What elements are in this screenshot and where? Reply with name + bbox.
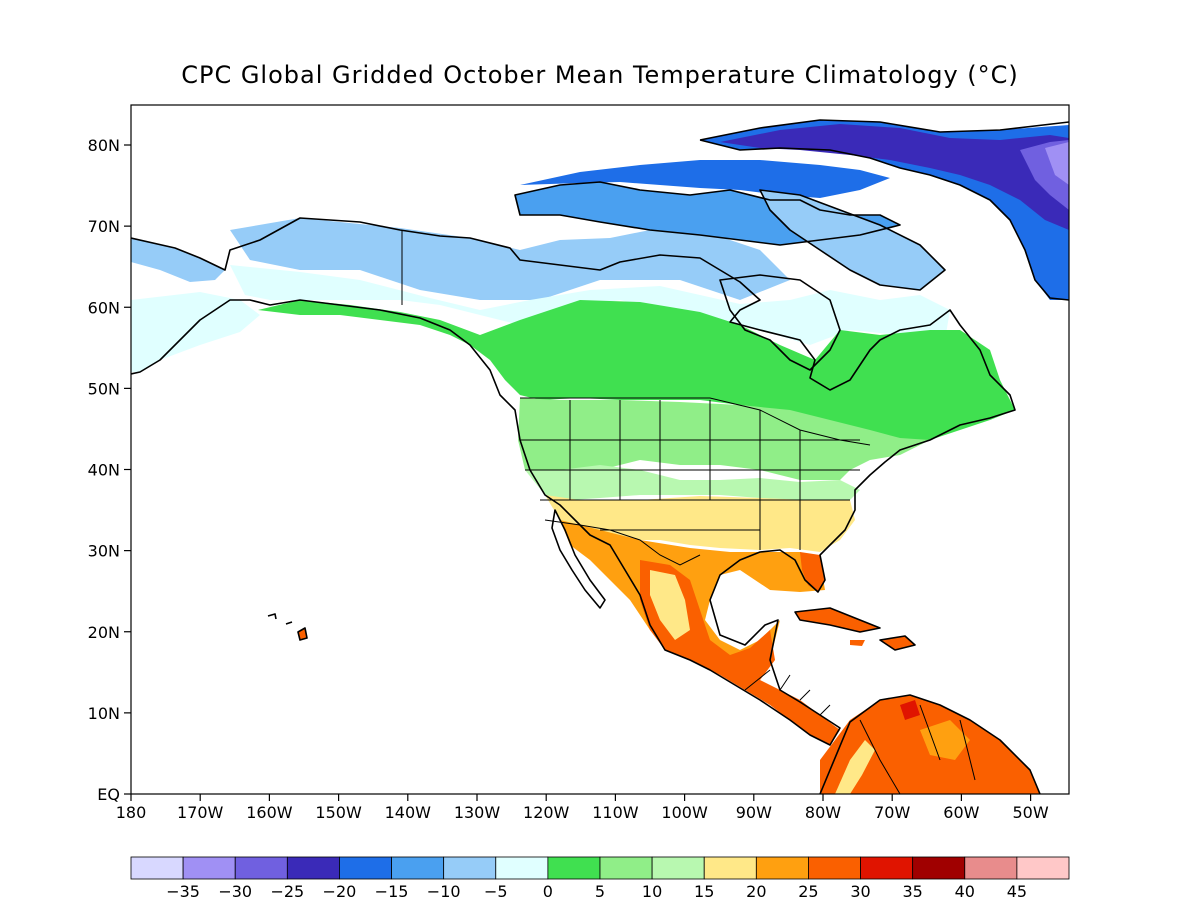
colorbar-label: 15 [694, 882, 714, 900]
region-alaska-cold [230, 218, 790, 300]
latitude-axis: 80N 70N 60N 50N 40N 30N 20N 10N EQ [88, 136, 131, 804]
y-tick-label: 40N [88, 461, 120, 480]
y-tick-label: 10N [88, 704, 120, 723]
colorbar-swatch [182, 856, 236, 880]
colorbar-label: 45 [1007, 882, 1027, 900]
colorbar-label: −10 [427, 882, 461, 900]
colorbar-swatch [547, 856, 601, 880]
colorbar-label: 20 [746, 882, 766, 900]
colorbar-label: 25 [798, 882, 818, 900]
colorbar-swatch [755, 856, 809, 880]
colorbar-swatch [964, 856, 1018, 880]
x-tick-label: 120W [523, 803, 570, 822]
colorbar-swatch [339, 856, 392, 880]
y-tick-label: 30N [88, 542, 120, 561]
coastline-baffin [759, 189, 946, 291]
coastline-greenland [699, 119, 1069, 301]
y-tick-label: 80N [88, 136, 120, 155]
coastline-south-america [819, 694, 1041, 794]
colorbar-swatch [443, 856, 497, 880]
border-us-mexico [544, 519, 701, 566]
colorbar-label: 35 [902, 882, 922, 900]
colorbar-label: 30 [850, 882, 870, 900]
region-mexico-hot [640, 560, 840, 745]
colorbar-swatch [599, 856, 653, 880]
y-tick-label: 50N [88, 379, 120, 398]
colorbar-swatch [495, 856, 549, 880]
x-tick-label: 60W [943, 803, 979, 822]
colorbar-label: −20 [323, 882, 357, 900]
colorbar-swatch [860, 856, 914, 880]
region-us-palegreen [525, 465, 860, 500]
colorbar-swatch [286, 856, 340, 880]
region-greenland-coldest [1045, 142, 1069, 185]
x-tick-label: 50W [1013, 803, 1049, 822]
coastline-cuba [794, 607, 881, 633]
region-alaska-west [131, 238, 225, 282]
colorbar-label: 40 [955, 882, 975, 900]
x-tick-label: 100W [661, 803, 708, 822]
border-us-canada [520, 397, 871, 446]
x-tick-label: 170W [177, 803, 224, 822]
y-tick-label: 20N [88, 623, 120, 642]
colorbar-swatch [912, 856, 966, 880]
region-greenland-cold [720, 124, 1069, 230]
region-cuba [795, 608, 880, 632]
coastline-arctic-islands [514, 181, 901, 246]
colorbar-swatch [234, 856, 288, 880]
y-tick-label: EQ [97, 785, 120, 804]
border-south-america [859, 704, 976, 794]
colorbar-swatch [651, 856, 705, 880]
color-legend: −35 −30 −25 −20 −15 −10 −5 0 5 10 15 20 25 30 35 40 45 [130, 856, 1070, 900]
border-us-states [520, 400, 860, 550]
y-tick-label: 70N [88, 217, 120, 236]
colorbar-label: −30 [218, 882, 252, 900]
colorbar-swatch [1016, 856, 1070, 880]
region-high-arctic [520, 160, 890, 198]
map-title: CPC Global Gridded October Mean Temperat… [181, 61, 1019, 89]
region-florida [800, 552, 825, 592]
colorbar-label: −5 [484, 882, 508, 900]
region-alaska-south [131, 292, 260, 372]
colorbar-label: −15 [375, 882, 409, 900]
x-tick-label: 130W [454, 803, 501, 822]
x-tick-label: 110W [592, 803, 639, 822]
region-andes-cool [835, 740, 875, 794]
x-tick-label: 150W [315, 803, 362, 822]
y-tick-label: 60N [88, 298, 120, 317]
region-mexico-plateau [650, 570, 690, 640]
map-plot-area [131, 105, 1069, 794]
coastline-hawaii [267, 613, 308, 641]
x-tick-label: 180 [116, 803, 147, 822]
colorbar-label: 0 [543, 882, 553, 900]
colorbar-label: −25 [270, 882, 304, 900]
colorbar-swatch [130, 856, 184, 880]
x-tick-label: 70W [874, 803, 910, 822]
coastline-hispaniola [879, 635, 916, 651]
colorbar-label: 5 [595, 882, 605, 900]
region-baffin [760, 190, 945, 290]
x-tick-label: 140W [385, 803, 432, 822]
coastline-baja [551, 509, 606, 609]
region-canada-green [258, 300, 1015, 445]
colorbar-label: −35 [166, 882, 200, 900]
colorbar-swatch [391, 856, 445, 880]
colorbar-swatch [703, 856, 757, 880]
coastline-hudson-bay [719, 274, 841, 371]
longitude-axis: 180 170W 160W 150W 140W 130W 120W 110W 100W 90W 80… [116, 794, 1049, 822]
map-frame [130, 104, 1070, 795]
region-jamaica [850, 640, 865, 646]
x-tick-label: 160W [246, 803, 293, 822]
x-tick-label: 90W [736, 803, 772, 822]
region-sa-red [900, 700, 920, 720]
region-us-lightgreen [518, 398, 930, 490]
colorbar-label: 10 [642, 882, 662, 900]
region-sa-orange [920, 720, 970, 760]
x-tick-label: 80W [805, 803, 841, 822]
border-central-america [744, 669, 831, 716]
colorbar-swatch [808, 856, 861, 880]
